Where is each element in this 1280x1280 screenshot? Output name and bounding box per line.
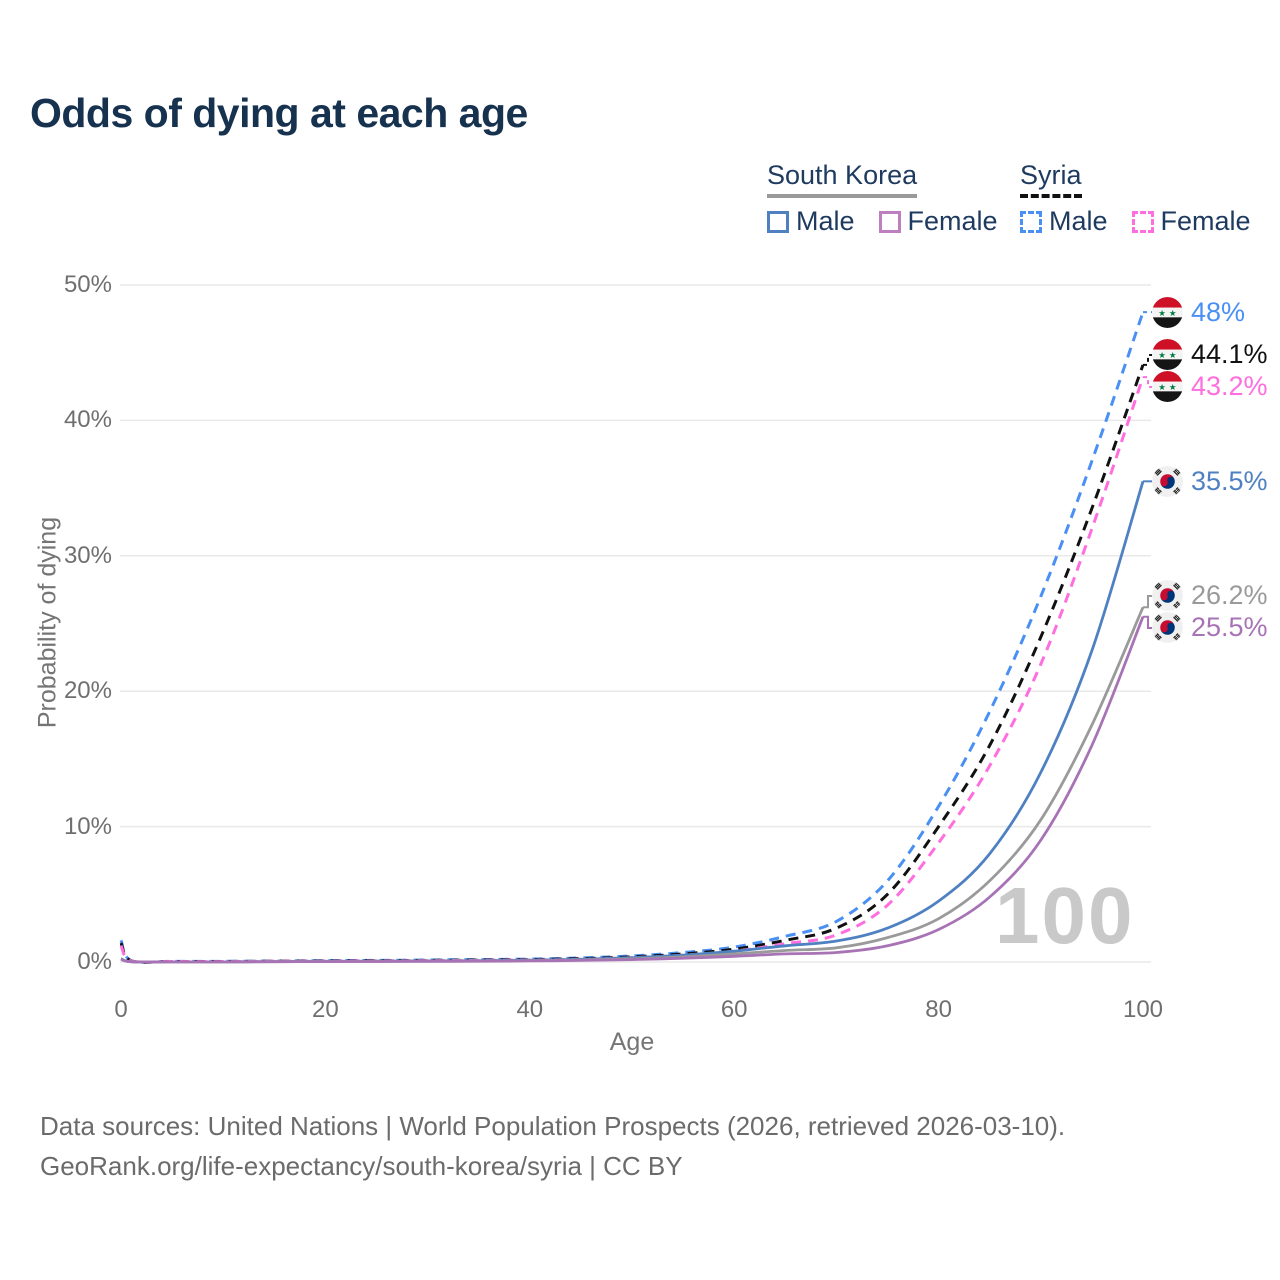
svg-text:★: ★ <box>1169 308 1177 318</box>
south-korea-female-swatch <box>878 210 901 233</box>
south-korea-flag-icon <box>1152 580 1183 612</box>
end-label-value: 25.5% <box>1191 612 1268 643</box>
end-label-value: 26.2% <box>1191 580 1268 611</box>
legend-item-syria-male[interactable]: Male <box>1020 206 1108 237</box>
x-axis-title: Age <box>609 1028 655 1056</box>
series-line-south-korea-male[interactable] <box>120 480 1145 964</box>
end-label-syria-total: ★ ★ 44.1% <box>1152 338 1268 372</box>
end-label-value: 48% <box>1191 296 1246 327</box>
x-axis-tick: 40 <box>516 996 544 1023</box>
end-label-value: 43.2% <box>1191 371 1268 402</box>
x-axis-tick: 100 <box>1122 996 1164 1023</box>
page-title: Odds of dying at each age <box>30 90 528 136</box>
syria-flag-icon: ★ ★ <box>1152 371 1183 403</box>
x-axis-tick: 0 <box>114 996 128 1023</box>
end-label-syria-male: ★ ★ 48% <box>1152 295 1245 329</box>
legend-title-syria: Syria <box>1020 160 1082 198</box>
svg-text:★: ★ <box>1169 350 1177 360</box>
legend-label: Female <box>907 206 998 236</box>
y-axis-tick: 40% <box>63 406 112 434</box>
y-axis-tick: 50% <box>63 271 112 298</box>
series-line-south-korea-total[interactable] <box>120 606 1145 964</box>
series-line-south-korea-female[interactable] <box>120 616 1145 964</box>
end-label-value: 44.1% <box>1191 339 1268 370</box>
legend-label: Male <box>1049 206 1108 236</box>
svg-text:★: ★ <box>1158 382 1166 392</box>
attribution-link-text[interactable]: GeoRank.org/life-expectancy/south-korea/… <box>40 1151 683 1182</box>
leader-line <box>1143 353 1152 366</box>
south-korea-male-swatch <box>767 210 789 233</box>
hovered-age-watermark: 100 <box>995 871 1135 960</box>
end-label-south-korea-total: 26.2% <box>1152 579 1268 613</box>
y-axis-tick: 20% <box>63 677 112 705</box>
syria-male-swatch <box>1020 210 1042 233</box>
legend-group-south-korea: South Korea Male Female <box>767 160 998 237</box>
south-korea-flag-icon <box>1152 612 1183 644</box>
legend-item-syria-female[interactable]: Female <box>1131 206 1251 237</box>
y-axis-tick: 10% <box>63 812 112 840</box>
syria-flag-icon: ★ ★ <box>1152 339 1183 371</box>
syria-flag-icon: ★ ★ <box>1152 296 1183 328</box>
south-korea-flag-icon <box>1152 465 1183 497</box>
leader-line <box>1143 594 1152 609</box>
y-axis-title: Probability of dying <box>33 516 62 729</box>
y-axis-tick: 30% <box>63 541 112 569</box>
svg-text:★: ★ <box>1158 308 1166 318</box>
south-korea-flag-icon <box>1152 465 1183 497</box>
end-label-value: 35.5% <box>1191 465 1268 496</box>
svg-text:★: ★ <box>1158 350 1166 360</box>
syria-flag-icon: ★ ★ <box>1152 371 1183 403</box>
legend-label: Male <box>796 206 855 236</box>
series-line-syria-total[interactable] <box>119 364 1145 964</box>
series-line-syria-male[interactable] <box>119 311 1145 964</box>
legend-item-south-korea-male[interactable]: Male <box>767 206 855 237</box>
syria-female-swatch <box>1131 210 1154 233</box>
legend-title-south-korea: South Korea <box>767 160 918 198</box>
legend-group-syria: Syria Male Female <box>1020 160 1251 237</box>
end-label-south-korea-female: 25.5% <box>1152 611 1268 645</box>
leader-line <box>1143 615 1152 629</box>
legend-item-south-korea-female[interactable]: Female <box>878 206 998 237</box>
end-label-south-korea-male: 35.5% <box>1152 464 1268 498</box>
leader-line <box>1143 376 1152 388</box>
syria-flag-icon: ★ ★ <box>1152 339 1183 371</box>
x-axis-tick: 60 <box>720 996 748 1023</box>
legend-label: Female <box>1160 206 1251 236</box>
south-korea-flag-icon <box>1152 580 1183 612</box>
x-axis-tick: 20 <box>312 996 339 1023</box>
y-axis-tick: 0% <box>77 948 112 975</box>
series-line-syria-female[interactable] <box>119 376 1145 964</box>
footer: Data sources: United Nations | World Pop… <box>40 1106 1065 1187</box>
svg-text:★: ★ <box>1169 382 1177 392</box>
data-sources-text: Data sources: United Nations | World Pop… <box>40 1111 1066 1141</box>
south-korea-flag-icon <box>1152 612 1183 644</box>
end-label-syria-female: ★ ★ 43.2% <box>1152 370 1268 404</box>
x-axis-tick: 80 <box>925 996 952 1023</box>
syria-flag-icon: ★ ★ <box>1152 296 1183 328</box>
